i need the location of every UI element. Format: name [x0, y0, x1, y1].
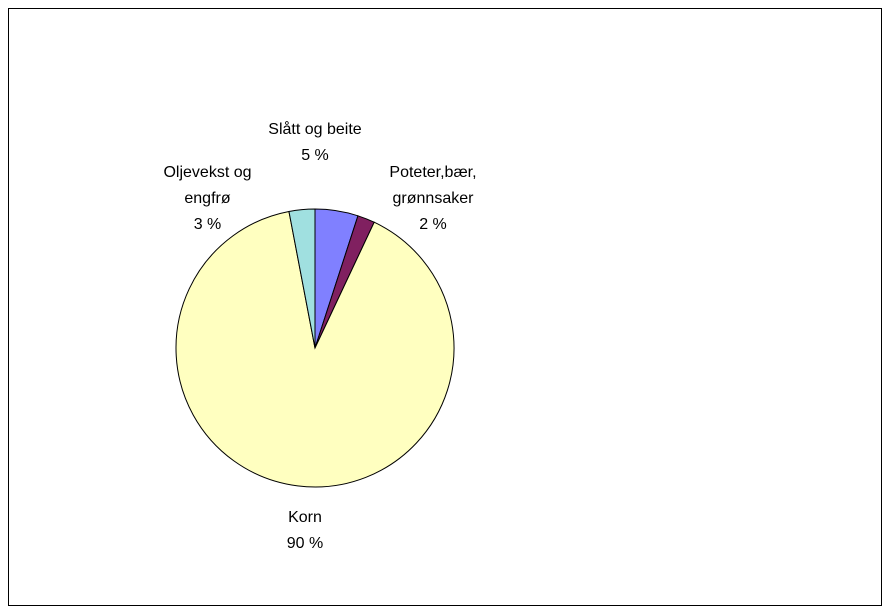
category-label: Oljevekst og engfrø — [163, 164, 252, 207]
value-label: 5 % — [301, 147, 329, 164]
category-label: Slått og beite — [268, 121, 362, 138]
value-label: 2 % — [419, 216, 447, 233]
pie-slice — [288, 208, 316, 349]
category-label: Korn — [288, 509, 322, 526]
pie-slice — [175, 210, 455, 488]
value-label: 90 % — [286, 535, 324, 552]
slice-label: Slått og beite 5 % — [240, 117, 390, 169]
slice-label: Korn 90 % — [245, 505, 365, 557]
slice-label: Oljevekst og engfrø 3 % — [140, 160, 275, 238]
value-label: 3 % — [193, 216, 222, 233]
category-label: Poteter,bær, grønnsaker — [389, 164, 477, 207]
slice-label: Poteter,bær, grønnsaker 2 % — [368, 160, 498, 238]
